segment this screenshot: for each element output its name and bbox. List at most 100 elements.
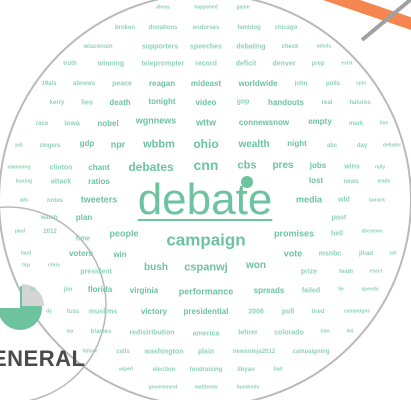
cloud-word[interactable]: barack [368, 197, 386, 204]
cloud-word[interactable]: abcnews [361, 228, 383, 235]
cloud-word[interactable]: post [331, 214, 347, 222]
cloud-word[interactable]: fundraising [189, 367, 223, 373]
cloud-word[interactable]: chant [88, 163, 110, 172]
cloud-word[interactable]: boxing [15, 178, 33, 185]
cloud-word[interactable]: chris [48, 262, 60, 269]
cloud-word[interactable]: attack [50, 178, 72, 186]
cloud-word[interactable]: peace [112, 80, 132, 88]
cloud-word[interactable]: day [356, 143, 368, 149]
cloud-word[interactable]: washington [144, 348, 184, 356]
cloud-word[interactable]: exist [341, 60, 353, 67]
cloud-word[interactable]: chicago [274, 25, 298, 31]
cloud-word[interactable]: pres [272, 160, 294, 171]
cloud-word[interactable]: tweeters [80, 194, 118, 205]
cloud-word[interactable]: polls [325, 81, 341, 87]
cloud-word[interactable]: handouts [268, 98, 304, 107]
cloud-word[interactable]: spin [355, 80, 367, 87]
cloud-word[interactable]: mark [348, 121, 364, 127]
cloud-word[interactable]: time [75, 235, 91, 243]
cloud-word[interactable]: worldwide [238, 79, 278, 88]
cloud-word[interactable]: supporters [141, 43, 179, 51]
cloud-word[interactable]: npr [110, 139, 126, 150]
cloud-word[interactable]: paul [14, 228, 26, 235]
cloud-word[interactable]: tuss [66, 309, 80, 315]
cloud-word[interactable]: spreads [253, 286, 285, 295]
cloud-word[interactable]: failed [301, 287, 321, 295]
cloud-word[interactable]: video [195, 98, 217, 107]
cloud-word[interactable]: game [236, 4, 250, 11]
cloud-word[interactable]: florida [87, 285, 113, 294]
cloud-word[interactable]: redistribution [129, 329, 175, 337]
cloud-word[interactable]: media [295, 194, 323, 205]
cloud-word[interactable]: wbbm [143, 138, 175, 151]
cloud-word[interactable]: abnews [72, 81, 96, 87]
cloud-word[interactable]: cnn [193, 157, 219, 173]
cloud-word[interactable]: newsninja2012 [232, 349, 276, 355]
cloud-word[interactable]: prize [300, 268, 318, 276]
cloud-word[interactable]: donations [148, 25, 178, 31]
cloud-word[interactable]: iran [320, 328, 330, 335]
cloud-word[interactable]: notes [46, 198, 64, 204]
cloud-word[interactable]: performance [178, 286, 234, 297]
cloud-word[interactable]: libyan [237, 367, 255, 373]
cloud-word[interactable]: abc [326, 143, 338, 149]
cloud-word[interactable]: hundreds [236, 384, 260, 391]
cloud-word[interactable]: wisconsin [83, 44, 113, 50]
cloud-word[interactable]: cbs [237, 159, 257, 172]
cloud-word[interactable]: connewsnow [238, 118, 290, 127]
cloud-word[interactable]: people [109, 228, 139, 239]
cloud-word[interactable]: leads [377, 178, 391, 185]
cloud-word[interactable]: mideast [190, 79, 222, 88]
cloud-word[interactable]: blames [90, 329, 112, 335]
cloud-word[interactable]: slamming [7, 164, 31, 171]
cloud-word[interactable]: check [281, 44, 299, 50]
cloud-word[interactable]: debating [236, 43, 266, 51]
cloud-word[interactable]: colorado [274, 329, 304, 337]
cloud-word[interactable]: virginia [129, 286, 159, 295]
cloud-word[interactable]: tired [311, 309, 325, 315]
cloud-word[interactable]: night [287, 139, 307, 148]
cloud-word[interactable]: tax [66, 328, 74, 335]
cloud-word[interactable]: gop [236, 98, 250, 106]
cloud-word[interactable]: 19a/s [41, 81, 57, 87]
cloud-word[interactable]: lehrer [238, 329, 258, 337]
cloud-word[interactable]: lost [308, 176, 324, 185]
cloud-word[interactable]: iowa [64, 120, 80, 128]
cloud-word[interactable]: win [113, 250, 127, 259]
cloud-word[interactable]: failures [349, 100, 371, 106]
cloud-word[interactable]: job [15, 142, 23, 149]
cloud-word[interactable]: wttw [196, 117, 216, 128]
cloud-word[interactable]: clinton [49, 164, 73, 172]
cloud-word[interactable]: hell [330, 230, 344, 238]
cloud-word[interactable]: adsits [316, 43, 332, 50]
cloud-word[interactable]: jobs [309, 161, 327, 170]
cloud-word[interactable]: 2008 [248, 308, 264, 316]
cloud-word[interactable]: ohio [193, 137, 219, 151]
cloud-word[interactable]: failure [82, 348, 98, 355]
cloud-word[interactable]: plain [197, 348, 215, 356]
cloud-word[interactable]: campaigns [343, 308, 371, 315]
cloud-word[interactable]: teleprompter [141, 60, 185, 68]
cloud-word[interactable]: government [148, 384, 178, 391]
cloud-word[interactable]: america [192, 330, 220, 338]
cloud-word[interactable]: truth [63, 61, 77, 67]
cloud-word[interactable]: campaign [166, 230, 246, 250]
cloud-word[interactable]: top [22, 262, 30, 269]
cloud-word[interactable]: victory [140, 307, 168, 316]
cloud-word[interactable]: wealth [238, 139, 270, 150]
cloud-word[interactable]: msnbc [318, 250, 342, 258]
cloud-word[interactable]: debates [128, 160, 174, 174]
cloud-word[interactable]: team [338, 269, 354, 275]
cloud-word[interactable]: famblog [237, 25, 261, 31]
cloud-word[interactable]: calls [116, 349, 130, 355]
cloud-word[interactable]: bush [144, 262, 168, 273]
cloud-word[interactable]: iwi [346, 328, 354, 335]
cloud-word[interactable]: death [109, 98, 131, 107]
cloud-word[interactable]: sdr [389, 250, 397, 257]
cloud-word[interactable]: prep [311, 61, 325, 67]
cloud-word[interactable]: winning [97, 60, 125, 68]
cloud-word[interactable]: wgnnews [135, 115, 177, 126]
cloud-word[interactable]: watch [40, 215, 58, 221]
cloud-word[interactable]: live [379, 120, 389, 127]
cloud-word[interactable]: election [152, 367, 176, 373]
